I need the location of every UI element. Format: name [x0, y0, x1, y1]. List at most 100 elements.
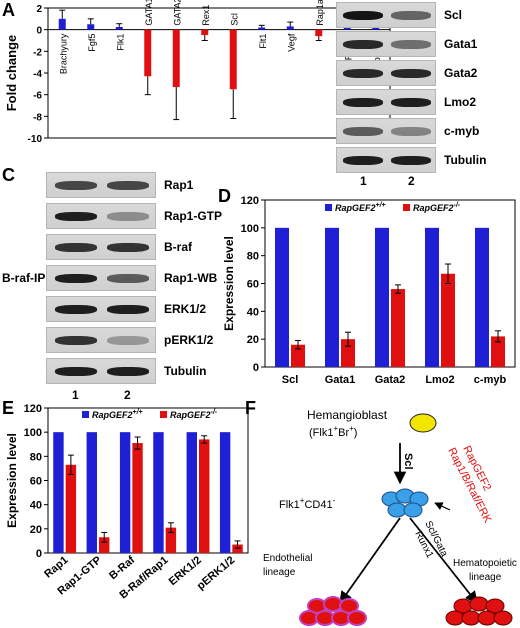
blot-row-Rap1-WB [46, 265, 156, 291]
y-tick-label: 0 [36, 548, 42, 560]
bar-Brachyury [58, 18, 66, 30]
blot-label: Scl [444, 8, 463, 22]
bar-Fgf5 [87, 24, 95, 30]
hematopoietic-lineage-label: lineage [469, 572, 502, 583]
bar-Rex1 [201, 29, 209, 36]
blot-band [55, 336, 97, 345]
legend-swatch [325, 204, 332, 211]
bar-Gata1-0 [325, 227, 339, 367]
blot-row-Tubulin [336, 147, 436, 173]
y-tick-label: 0 [253, 362, 259, 374]
bar-Rap1a [315, 29, 323, 37]
blot-band [343, 156, 383, 165]
bar-Rap1-1 [65, 464, 77, 553]
blot-row-pERK1/2 [46, 327, 156, 353]
category-label: Rap1a [315, 0, 325, 26]
panel-label-c: C [2, 165, 15, 185]
blot-band [107, 243, 149, 252]
bar-B-Raf-0 [119, 432, 131, 553]
category-label: Scl [229, 13, 239, 26]
bar-Rap1b [343, 26, 351, 30]
category-label: Rex1 [201, 5, 211, 26]
y-tick-label: 80 [247, 251, 259, 263]
blot-row-Tubulin [46, 358, 156, 384]
blot-band [391, 11, 431, 20]
blot-band [391, 69, 431, 78]
hemangioblast-label: Hemangioblast [307, 408, 388, 422]
pathway-arrow [434, 502, 451, 511]
category-label: GATA1 [144, 0, 154, 26]
bar-c-myb-1 [491, 336, 505, 367]
hemangioblast-cell [409, 413, 437, 433]
blot-band [391, 127, 431, 136]
blot-band [55, 274, 97, 283]
bar-ERK1/2-0 [186, 432, 197, 553]
panel-label-a: A [2, 0, 15, 20]
blot-band [107, 274, 149, 283]
blot-label: Rap1 [164, 178, 194, 192]
blot-band [391, 98, 431, 107]
blot-band [55, 243, 97, 252]
blot-band [343, 69, 383, 78]
y-axis-label: Expression level [5, 433, 19, 528]
bar-pERK1/2-0 [219, 432, 231, 553]
blot-row-Gata2 [336, 60, 436, 86]
legend-swatch [82, 411, 89, 418]
bar-Lmo2-0 [425, 227, 439, 367]
blot-band [55, 212, 97, 221]
category-label: Scl [282, 374, 299, 386]
bar-Rap1-0 [53, 432, 64, 553]
y-tick-label: -2 [33, 47, 42, 58]
blot-band [55, 305, 97, 314]
lane-label: 2 [408, 174, 415, 188]
category-label: Gata1 [325, 374, 356, 386]
blot-band [107, 367, 149, 376]
blot-row-Gata1 [336, 31, 436, 57]
y-tick-label: -8 [33, 112, 42, 123]
blot-row-B-raf [46, 234, 156, 260]
bar-Rap1-GTP-0 [86, 432, 97, 553]
western-blot-c: Rap1 Rap1-GTP B-raf Rap1-WB ERK1/2 pERK1/2 Tub… [0, 168, 223, 403]
lane-label: 1 [360, 174, 367, 188]
endothelial-label: Endothelial [263, 553, 312, 564]
bar-Scl [229, 29, 237, 90]
endothelial-lineage-label: lineage [263, 567, 296, 578]
blot-band [343, 11, 383, 20]
blot-label: Lmo2 [444, 95, 477, 109]
blot-band [343, 40, 383, 49]
blot-band [107, 305, 149, 314]
bar-c-myb-0 [475, 227, 489, 367]
y-tick-label: 40 [247, 306, 259, 318]
bar-Scl-1 [291, 344, 305, 367]
category-label: Rap1 [42, 554, 70, 580]
blot-label: Tubulin [444, 153, 487, 167]
legend-swatch [403, 204, 410, 211]
ip-label: B-raf-IP [2, 271, 46, 285]
hematopoietic-cluster [445, 596, 513, 626]
lane-label: 2 [124, 388, 131, 402]
category-label: Lmo2 [425, 374, 454, 386]
category-label: B-Raf [107, 554, 137, 582]
bar-Flt1 [258, 27, 266, 30]
blot-band [343, 98, 383, 107]
blot-row-ERK1/2 [46, 296, 156, 322]
blot-band [55, 181, 97, 190]
y-tick-label: 120 [241, 195, 259, 207]
blot-band [107, 181, 149, 190]
category-label: GATA2 [172, 0, 182, 26]
lane-label: 1 [72, 388, 79, 402]
blot-label: B-raf [164, 240, 193, 254]
y-tick-label: 60 [247, 279, 259, 291]
flk-cd41-label: Flk1+CD41- [279, 496, 336, 511]
category-label: Vegf [286, 33, 296, 52]
flk-br-label: (Flk1+Br+) [309, 424, 357, 439]
legend-entry: RapGEF2+/+ [92, 409, 143, 420]
y-tick-label: 40 [30, 500, 42, 512]
bar-GATA1 [144, 29, 152, 77]
blot-label: Rap1-GTP [164, 209, 223, 223]
category-label: pERK1/2 [195, 554, 237, 592]
y-tick-label: -4 [33, 69, 42, 80]
hematopoietic-label: Hematopoietic [453, 558, 517, 569]
blot-label: Rap1-WB [164, 271, 218, 285]
